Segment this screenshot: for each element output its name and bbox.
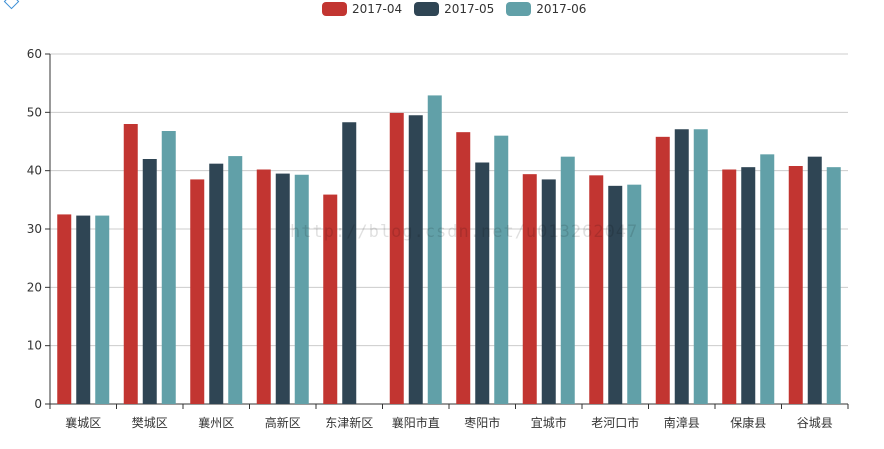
bar-2017-04: [788, 166, 803, 404]
bar-2017-06: [627, 184, 642, 404]
bar-2017-06: [494, 135, 509, 404]
bar-2017-06: [294, 174, 309, 404]
x-tick-label: 襄阳市直: [392, 415, 440, 430]
bar-2017-05: [807, 156, 822, 404]
x-tick-label: 保康县: [730, 415, 766, 430]
x-tick-label: 谷城县: [797, 416, 833, 430]
legend-swatch: [414, 2, 440, 16]
bar-2017-06: [95, 215, 110, 404]
x-tick-label: 高新区: [265, 415, 301, 430]
x-tick-label: 襄州区: [198, 415, 234, 430]
bar-2017-05: [408, 115, 423, 404]
legend-item-2017-05[interactable]: 2017-05: [414, 2, 494, 16]
bar-2017-06: [826, 167, 841, 404]
bar-2017-04: [522, 174, 537, 404]
bar-2017-06: [427, 95, 442, 405]
y-tick-label: 50: [27, 105, 42, 119]
chart-legend: 2017-04 2017-05 2017-06: [322, 2, 586, 16]
watermark: http://blog.csdn.net/u013262047: [290, 222, 639, 242]
legend-swatch: [506, 2, 532, 16]
legend-swatch: [322, 2, 347, 16]
bar-2017-04: [456, 132, 471, 404]
bar-2017-05: [275, 173, 290, 404]
y-tick-label: 10: [27, 339, 42, 353]
bar-2017-04: [323, 194, 338, 404]
bar-2017-05: [142, 159, 157, 404]
x-tick-label: 宜城市: [531, 415, 567, 430]
bar-2017-06: [560, 156, 575, 404]
x-tick-label: 南漳县: [664, 415, 700, 430]
bar-2017-06: [161, 131, 176, 404]
legend-item-2017-06[interactable]: 2017-06: [506, 2, 586, 16]
bar-2017-05: [475, 162, 490, 404]
y-tick-label: 40: [27, 164, 42, 178]
legend-label: 2017-05: [444, 2, 495, 16]
legend-label: 2017-06: [536, 2, 587, 16]
bar-2017-04: [389, 112, 404, 405]
bar-2017-06: [760, 154, 775, 404]
legend-item-2017-04[interactable]: 2017-04: [322, 2, 402, 16]
x-tick-label: 枣阳市: [464, 415, 500, 430]
y-tick-label: 0: [34, 397, 42, 411]
bar-2017-04: [256, 169, 271, 404]
y-tick-label: 60: [27, 47, 42, 61]
x-tick-label: 东津新区: [325, 415, 373, 430]
x-tick-label: 襄城区: [65, 415, 101, 430]
bar-2017-06: [693, 129, 708, 404]
bar-2017-04: [722, 169, 737, 404]
bar-2017-05: [76, 215, 91, 404]
bar-2017-04: [190, 179, 205, 404]
x-tick-label: 樊城区: [132, 416, 168, 430]
bar-2017-05: [541, 179, 556, 404]
y-tick-label: 30: [27, 222, 42, 236]
bar-2017-05: [741, 167, 756, 404]
bar-2017-05: [674, 129, 689, 404]
bar-2017-04: [123, 124, 138, 404]
bar-2017-05: [209, 163, 224, 404]
bar-2017-05: [608, 185, 623, 404]
bar-2017-05: [342, 122, 357, 404]
x-tick-label: 老河口市: [591, 415, 639, 430]
bar-2017-04: [589, 175, 604, 404]
bar-2017-04: [655, 136, 670, 405]
y-tick-label: 20: [27, 280, 42, 294]
legend-label: 2017-04: [352, 2, 403, 16]
bar-2017-06: [228, 156, 243, 404]
bar-2017-04: [57, 214, 72, 404]
